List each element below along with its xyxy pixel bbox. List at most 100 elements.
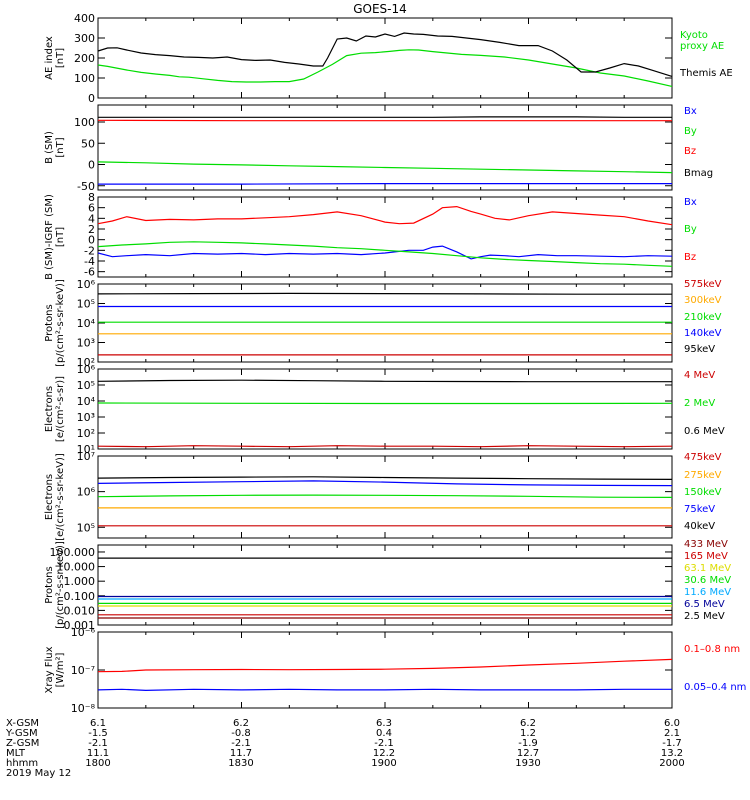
y-tick-label: 10³ [77, 337, 95, 350]
footer-value: 6.2 [233, 718, 249, 729]
series-line [97, 445, 673, 448]
y-axis-label: Protons[p/(cm²-s-sr-keV)] [44, 541, 66, 629]
y-tick-label: 6 [88, 202, 95, 215]
y-tick-label: 4 [88, 212, 95, 225]
y-axis-label: Protons[p/(cm²-s-sr-keV)] [44, 279, 66, 367]
y-tick-label: 0 [88, 159, 95, 172]
y-axis-label: B (SM)[nT] [44, 131, 66, 164]
footer-value: 12.7 [517, 748, 539, 759]
legend-label: 6.5 MeV [684, 599, 725, 610]
panel-2: -50 0 50 100 B (SM)[nT] Bx By Bz Bmag [44, 104, 713, 193]
series-line [97, 241, 673, 267]
footer-value: -2.1 [88, 738, 108, 749]
footer-value: -2.1 [231, 738, 251, 749]
legend-label: Kyoto proxy AE [680, 30, 724, 52]
y-tick-label: 10⁶ [77, 278, 96, 291]
footer-value: 1.2 [520, 728, 536, 739]
panel-4: 10² 10³ 10⁴ 10⁵ 10⁶ Protons[p/(cm²-s-sr-keV)]… [44, 278, 722, 369]
y-tick-label: 10⁴ [77, 317, 96, 330]
y-tick-label: -50 [77, 180, 95, 193]
y-tick-label: 10.000 [57, 561, 96, 574]
footer-value: 6.0 [664, 718, 680, 729]
panel-frame [97, 283, 673, 363]
legend-label: 75keV [684, 504, 715, 515]
footer-value: 1930 [515, 758, 540, 769]
series-line [97, 480, 673, 487]
footer-value: 13.2 [661, 748, 683, 759]
legend-label: 575keV [684, 279, 722, 290]
panel-frame [97, 17, 673, 99]
y-tick-label: 10⁻⁷ [71, 664, 95, 677]
legend-label: 11.6 MeV [684, 587, 731, 598]
footer-value: 2.1 [664, 728, 680, 739]
y-tick-label: 10⁻⁸ [71, 702, 96, 715]
footer-value: 11.1 [87, 748, 109, 759]
legend-label: 140keV [684, 328, 722, 339]
y-tick-label: 10⁵ [77, 521, 95, 534]
legend-label: 150keV [684, 487, 722, 498]
y-tick-label: 400 [74, 12, 95, 25]
legend-label: Themis AE [679, 68, 733, 79]
footer-date: 2019 May 12 [6, 768, 71, 779]
series-line [97, 379, 672, 383]
footer-value: 1830 [228, 758, 253, 769]
footer-ephemeris: X-GSM 6.1 6.2 6.3 6.2 6.0 Y-GSM -1.5 -0.8 0.4 1.2 2… [5, 718, 685, 779]
legend-label: 0.05–0.4 nm [684, 682, 746, 693]
series-line [97, 161, 673, 174]
y-tick-label: -2 [84, 244, 95, 257]
legend-label: 210keV [684, 312, 722, 323]
y-tick-label: 10¹ [77, 443, 95, 456]
legend-label: By [684, 126, 697, 137]
y-tick-label: 10² [77, 427, 95, 440]
legend-label: Bmag [684, 168, 713, 179]
footer-value: 0.4 [376, 728, 392, 739]
series-line [97, 49, 673, 87]
footer-row-label: Z-GSM [6, 738, 39, 749]
legend-label: 30.6 MeV [684, 575, 731, 586]
legend-label: 165 MeV [684, 551, 728, 562]
legend-label: 0.6 MeV [684, 426, 725, 437]
legend-label: 275keV [684, 470, 722, 481]
footer-value: -1.9 [518, 738, 538, 749]
series-line [97, 688, 672, 692]
y-tick-label: 10⁴ [77, 395, 96, 408]
y-axis-label: B (SM)-IGRF (SM)[nT] [44, 194, 66, 280]
footer-row-label: Y-GSM [5, 728, 38, 739]
series-line [97, 402, 673, 405]
panel-6: 10⁵ 10⁶ 10⁷ Electrons[e/(cm²-s-sr-keV)] 475k… [44, 450, 722, 541]
y-tick-label: 8 [88, 191, 95, 204]
y-axis-label: AE index[nT] [44, 36, 66, 80]
y-tick-label: 10⁶ [77, 486, 96, 499]
footer-value: 12.2 [373, 748, 395, 759]
panel-frame [97, 544, 673, 626]
legend-label: 2.5 MeV [684, 611, 725, 622]
legend-label: Bz [684, 252, 696, 263]
panel-5: 10¹ 10² 10³ 10⁴ 10⁵ 10⁶ Electrons[e/(cm²-s-sr)… [44, 363, 725, 456]
series-line [97, 494, 673, 498]
legend-label: 433 MeV [684, 539, 728, 550]
y-tick-label: 0 [88, 234, 95, 247]
legend-label: 2 MeV [684, 398, 715, 409]
y-tick-label: 10⁻⁶ [71, 626, 96, 639]
footer-value: -2.1 [374, 738, 394, 749]
plot-title: GOES-14 [353, 2, 407, 16]
y-tick-label: -6 [84, 266, 95, 279]
y-axis-label: Electrons[e/(cm²-s-sr-keV)] [44, 453, 66, 541]
y-tick-label: 0.001 [64, 619, 96, 632]
footer-row-label: MLT [6, 748, 26, 759]
series-line [97, 476, 673, 480]
series-line [97, 205, 673, 226]
legend-label: 40keV [684, 521, 715, 532]
footer-value: -1.7 [662, 738, 682, 749]
y-tick-label: 50 [81, 137, 95, 150]
footer-value: 1900 [371, 758, 396, 769]
legend-label: 63.1 MeV [684, 563, 731, 574]
footer-value: 1800 [85, 758, 110, 769]
legend-label: 4 MeV [684, 370, 715, 381]
footer-value: 2000 [659, 758, 684, 769]
panel-frame [97, 196, 673, 278]
